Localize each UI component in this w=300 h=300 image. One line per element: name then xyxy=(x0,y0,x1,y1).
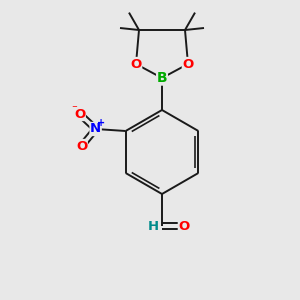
Text: O: O xyxy=(182,58,194,70)
Text: B: B xyxy=(157,71,167,85)
Text: O: O xyxy=(130,58,142,70)
Text: N: N xyxy=(90,122,101,136)
Text: O: O xyxy=(74,107,85,121)
Text: H: H xyxy=(147,220,159,232)
Text: O: O xyxy=(76,140,87,152)
Text: +: + xyxy=(97,118,105,128)
Text: O: O xyxy=(178,220,190,232)
Text: ⁻: ⁻ xyxy=(72,104,78,114)
